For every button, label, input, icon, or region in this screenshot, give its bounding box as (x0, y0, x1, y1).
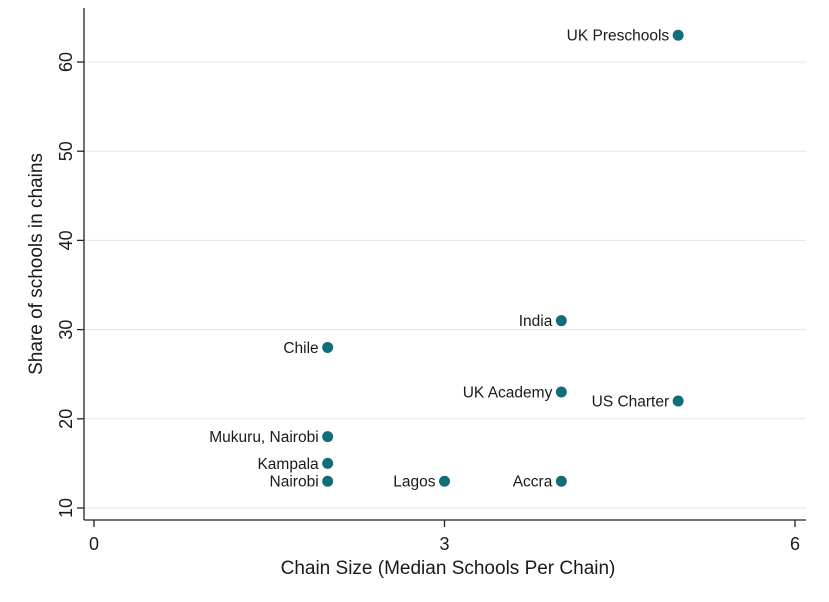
data-point (322, 475, 334, 487)
x-tick-label: 0 (89, 534, 99, 554)
data-point-label: Mukuru, Nairobi (209, 429, 318, 446)
data-point (555, 386, 567, 398)
data-point (439, 475, 450, 487)
data-point (672, 395, 684, 407)
x-tick-label: 3 (439, 534, 449, 554)
y-tick-label: 20 (56, 409, 76, 429)
data-point-label: UK Academy (463, 385, 553, 402)
ticks: 10 20 30 40 50 60 0 3 6 (56, 52, 800, 554)
data-point (672, 29, 684, 41)
data-point-label: UK Preschools (567, 28, 670, 45)
gridlines (84, 61, 806, 509)
data-point (322, 431, 334, 443)
data-point-label: Nairobi (270, 474, 319, 491)
x-axis-title: Chain Size (Median Schools Per Chain) (281, 558, 616, 579)
data-point-label: Chile (283, 340, 318, 357)
data-point (555, 315, 567, 327)
data-point (322, 341, 334, 353)
data-point-label: Lagos (393, 474, 435, 491)
y-tick-label: 10 (56, 498, 76, 518)
y-axis-title: Share of schools in chains (26, 153, 47, 375)
y-tick-label: 50 (56, 141, 76, 161)
y-tick-label: 60 (56, 52, 76, 72)
data-point-label: US Charter (592, 393, 670, 410)
data-point-label: Kampala (257, 456, 319, 473)
data-point-label: India (519, 313, 553, 330)
y-tick-label: 40 (56, 230, 76, 250)
data-point-label: Accra (513, 474, 553, 491)
x-tick-label: 6 (790, 534, 800, 554)
data-point (555, 475, 567, 487)
data-points: UK Preschools India Chile UK Academy US Char… (209, 28, 684, 491)
axes (83, 8, 806, 521)
data-point (322, 457, 334, 469)
y-tick-label: 30 (56, 320, 76, 340)
